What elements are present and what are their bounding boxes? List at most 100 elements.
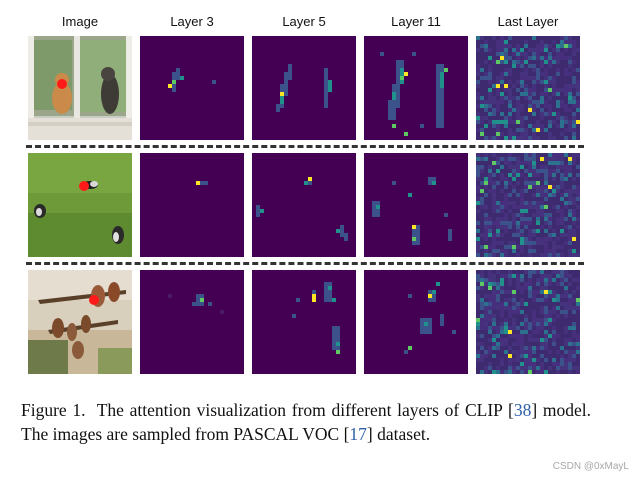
heatmap-cell xyxy=(504,362,508,366)
heatmap-cell xyxy=(564,124,568,128)
heatmap-cell xyxy=(572,322,576,326)
heatmap-cell xyxy=(556,290,560,294)
heatmap-cell xyxy=(556,286,560,290)
heatmap-cell xyxy=(552,237,556,241)
heatmap-cell xyxy=(508,153,512,157)
heatmap-cell xyxy=(476,76,480,80)
heatmap-cell xyxy=(544,124,548,128)
heatmap-cell xyxy=(512,366,516,370)
heatmap-cell xyxy=(512,80,516,84)
heatmap-cell xyxy=(556,237,560,241)
heatmap-cell xyxy=(524,185,528,189)
heatmap-cell xyxy=(568,338,572,342)
heatmap-cell xyxy=(556,169,560,173)
heatmap-cell xyxy=(560,322,564,326)
heatmap-cell xyxy=(560,165,564,169)
heatmap-cell xyxy=(516,221,520,225)
heatmap-cell xyxy=(504,290,508,294)
heatmap-cell xyxy=(568,157,572,161)
heatmap-cell xyxy=(484,326,488,330)
heatmap-cell xyxy=(512,358,516,362)
heatmap-cell xyxy=(480,165,484,169)
heatmap-cell xyxy=(524,157,528,161)
heatmap-cell xyxy=(536,318,540,322)
heatmap-cell xyxy=(504,56,508,60)
heatmap-cell xyxy=(564,80,568,84)
heatmap-cell xyxy=(548,189,552,193)
heatmap-cell xyxy=(500,201,504,205)
heatmap-cell xyxy=(544,157,548,161)
citation-link-38[interactable]: 38 xyxy=(513,400,532,420)
heatmap-cell xyxy=(476,326,480,330)
heatmap-cell xyxy=(548,358,552,362)
heatmap-cell xyxy=(556,100,560,104)
heatmap-cell xyxy=(500,88,504,92)
heatmap-cell xyxy=(528,84,532,88)
heatmap-cell xyxy=(560,169,564,173)
heatmap-cell xyxy=(560,302,564,306)
heatmap-cell xyxy=(556,354,560,358)
heatmap-cell xyxy=(492,310,496,314)
heatmap-cell xyxy=(516,362,520,366)
heatmap-cell xyxy=(572,270,576,274)
heatmap-cell xyxy=(492,366,496,370)
heatmap-cell xyxy=(496,350,500,354)
heatmap-cell xyxy=(544,233,548,237)
heatmap-cell xyxy=(532,330,536,334)
heatmap-cell xyxy=(572,342,576,346)
heatmap-cell xyxy=(480,205,484,209)
heatmap-cell xyxy=(516,56,520,60)
heatmap-cell xyxy=(556,52,560,56)
heatmap-cell xyxy=(508,201,512,205)
heatmap-cell xyxy=(528,322,532,326)
heatmap-cell xyxy=(544,116,548,120)
header-last-layer: Last Layer xyxy=(497,14,559,29)
heatmap-cell xyxy=(500,197,504,201)
heatmap-cell xyxy=(560,249,564,253)
heatmap-cell xyxy=(480,92,484,96)
heatmap-cell xyxy=(476,60,480,64)
heatmap-cell xyxy=(572,189,576,193)
heatmap-cell xyxy=(516,225,520,229)
heatmap-cell xyxy=(560,153,564,157)
heatmap-cell xyxy=(532,362,536,366)
heatmap-cell xyxy=(500,205,504,209)
heatmap-cell xyxy=(552,342,556,346)
heatmap-cell xyxy=(540,181,544,185)
heatmap-cell xyxy=(520,229,524,233)
heatmap-cell xyxy=(512,177,516,181)
heatmap-cell xyxy=(488,60,492,64)
heatmap-cell xyxy=(532,253,536,257)
heatmap-cell xyxy=(480,338,484,342)
heatmap-cell xyxy=(496,157,500,161)
heatmap-cell xyxy=(512,342,516,346)
heatmap-cell xyxy=(488,245,492,249)
heatmap-cell xyxy=(528,76,532,80)
heatmap-cell xyxy=(496,294,500,298)
heatmap-cell xyxy=(528,253,532,257)
citation-link-17[interactable]: 17 xyxy=(349,424,367,444)
heatmap-cell xyxy=(492,286,496,290)
heatmap-cell xyxy=(560,177,564,181)
heatmap-cell xyxy=(556,56,560,60)
heatmap-cell xyxy=(516,124,520,128)
heatmap-cell xyxy=(552,161,556,165)
heatmap-cell xyxy=(536,233,540,237)
heatmap-cell xyxy=(540,334,544,338)
heatmap-cell xyxy=(476,310,480,314)
heatmap-cell xyxy=(568,169,572,173)
heatmap-cell xyxy=(536,72,540,76)
heatmap-cell xyxy=(516,358,520,362)
heatmap-cell xyxy=(536,161,540,165)
heatmap-cell xyxy=(496,314,500,318)
heatmap-cell xyxy=(504,173,508,177)
heatmap-cell xyxy=(568,189,572,193)
heatmap-cell xyxy=(568,132,572,136)
heatmap-cell xyxy=(500,330,504,334)
heatmap-cell xyxy=(512,294,516,298)
heatmap-cell xyxy=(492,237,496,241)
heatmap-cell xyxy=(480,88,484,92)
heatmap-cell xyxy=(516,60,520,64)
heatmap-cell xyxy=(484,112,488,116)
heatmap-cell xyxy=(520,60,524,64)
